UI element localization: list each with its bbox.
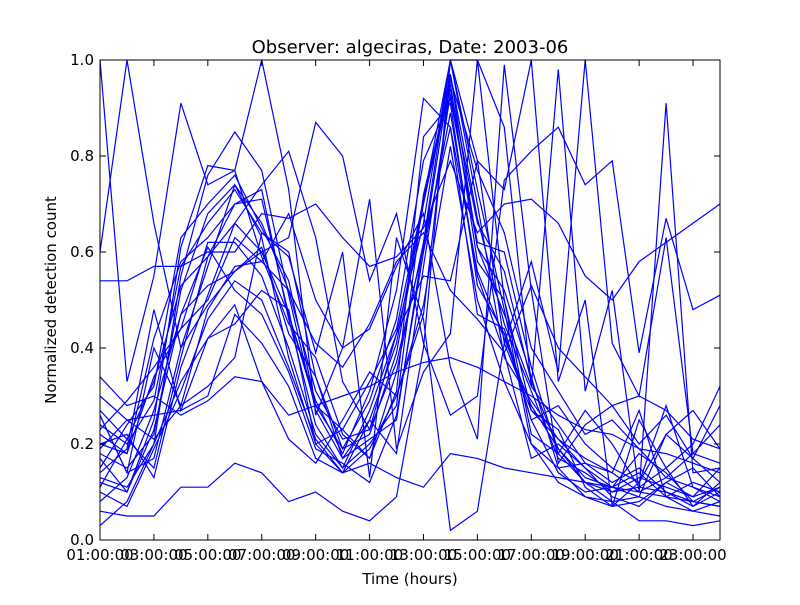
series-line-8 <box>99 97 721 498</box>
series-line-24 <box>99 231 721 450</box>
y-tick-label: 1.0 <box>70 51 94 69</box>
series-line-6 <box>99 93 721 527</box>
plot-lines <box>99 59 721 532</box>
x-tick-label: 01:00:00 <box>66 546 133 564</box>
series-line-4 <box>99 59 721 512</box>
x-tick-label: 19:00:00 <box>552 546 619 564</box>
x-tick-label: 13:00:00 <box>390 546 457 564</box>
x-tick-label: 07:00:00 <box>228 546 295 564</box>
plot-frame <box>99 59 721 541</box>
series-line-21 <box>99 59 721 532</box>
x-tick-label: 21:00:00 <box>605 546 672 564</box>
series-line-15 <box>99 59 721 527</box>
x-tick-label: 23:00:00 <box>659 546 726 564</box>
x-tick-label: 15:00:00 <box>444 546 511 564</box>
series-line-13 <box>99 112 721 508</box>
chart-title: Observer: algeciras, Date: 2003-06 <box>252 37 569 58</box>
series-line-19 <box>99 313 721 507</box>
series-line-11 <box>99 146 721 517</box>
x-tick-label: 03:00:00 <box>120 546 187 564</box>
y-tick-label: 0.6 <box>70 243 94 261</box>
y-tick-label: 0.0 <box>70 531 94 549</box>
y-tick-label: 0.2 <box>70 435 94 453</box>
x-tick-label: 17:00:00 <box>498 546 565 564</box>
series-line-18 <box>99 356 721 474</box>
x-axis-label: Time (hours) <box>361 570 457 588</box>
x-axis-ticks: 01:00:0003:00:0005:00:0007:00:0009:00:00… <box>66 60 727 564</box>
y-axis-ticks: 0.0 0.2 0.4 0.6 0.8 1.0 <box>70 51 720 549</box>
y-tick-label: 0.8 <box>70 147 94 165</box>
series-line-2 <box>99 83 721 498</box>
series-line-23 <box>99 79 721 479</box>
y-axis-label: Normalized detection count <box>42 196 60 404</box>
series-line-16 <box>100 159 721 301</box>
series-line-20 <box>99 64 721 465</box>
x-tick-label: 05:00:00 <box>174 546 241 564</box>
x-tick-label: 09:00:00 <box>282 546 349 564</box>
x-tick-label: 11:00:00 <box>336 546 403 564</box>
series-line-25 <box>99 127 721 488</box>
y-tick-label: 0.4 <box>70 339 94 357</box>
series-line-1 <box>99 59 721 493</box>
